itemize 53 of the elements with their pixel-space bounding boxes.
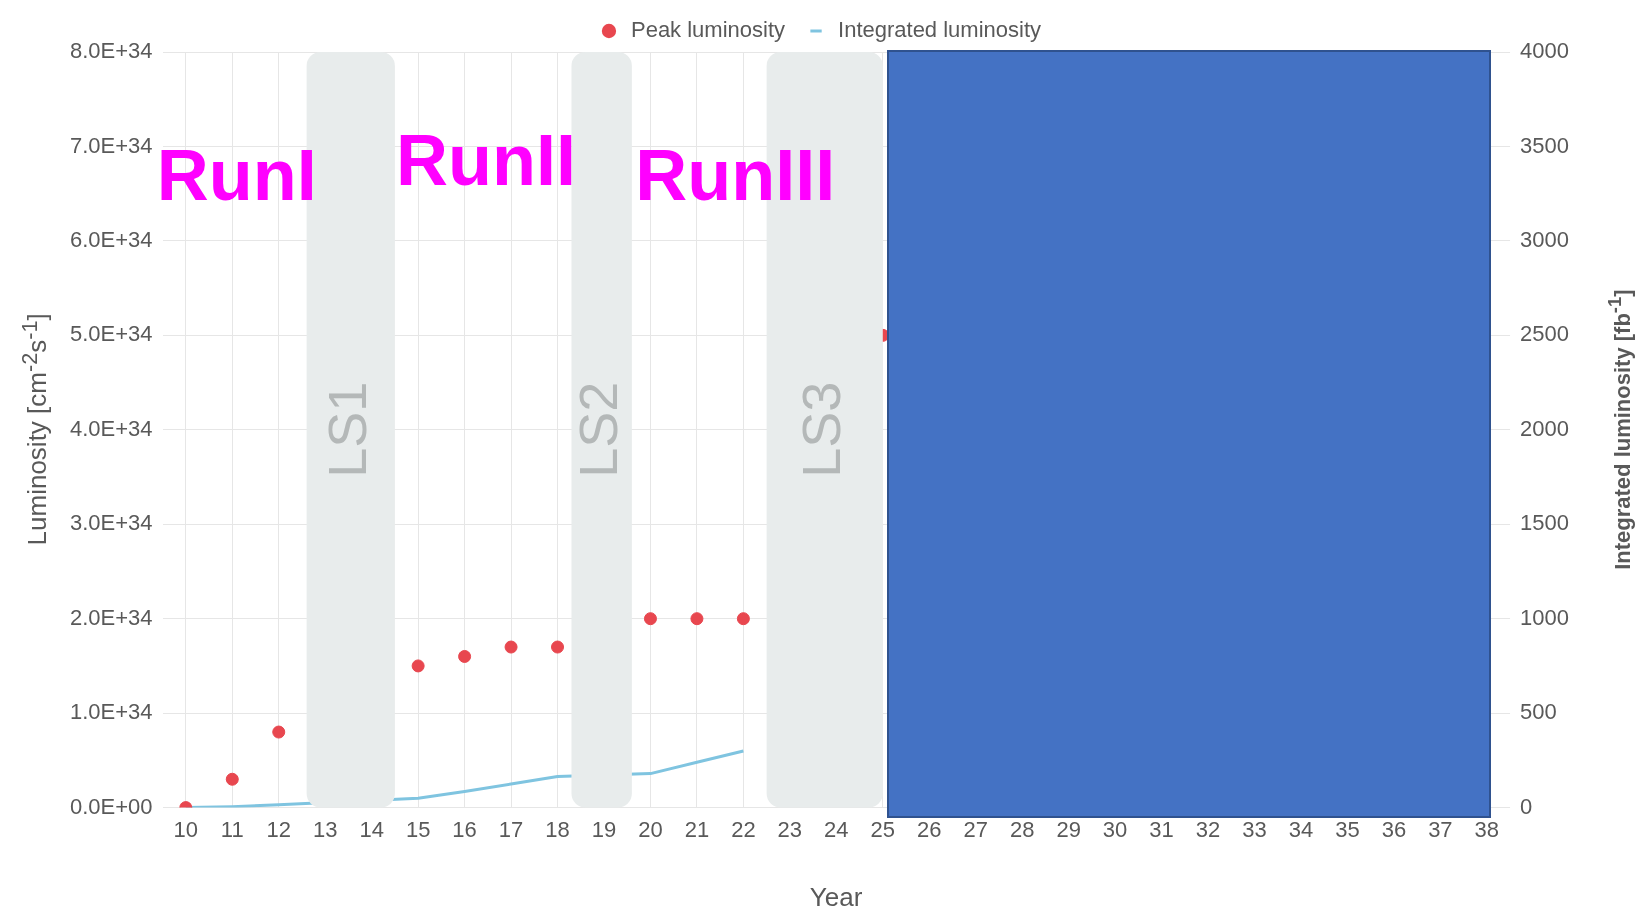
x-tick-label: 36	[1381, 816, 1407, 842]
x-tick-label: 38	[1474, 816, 1500, 842]
x-tick-label: 35	[1335, 816, 1360, 842]
y-tick-label: 8.0E+34	[70, 38, 153, 64]
legend-label: Integrated luminosity	[838, 17, 1042, 43]
annotation: RunIII	[635, 135, 836, 216]
y-tick-label: 4.0E+34	[70, 415, 153, 441]
y-tick-label: 5.0E+34	[70, 321, 153, 347]
y-tick-label: 2.0E+34	[70, 604, 153, 630]
legend-label: Peak luminosity	[630, 17, 786, 43]
x-tick-label: 23	[777, 816, 803, 842]
x-tick-label: 32	[1195, 816, 1221, 842]
y2-tick-label: 3500	[1520, 132, 1570, 158]
y2-tick-label: 2000	[1520, 415, 1570, 441]
x-axis-title: Year	[809, 882, 863, 914]
y-tick-label: 0.0E+00	[70, 793, 153, 819]
y2-tick-label: 2500	[1520, 321, 1570, 347]
x-tick-label: 14	[359, 816, 384, 842]
x-tick-label: 29	[1056, 816, 1081, 842]
x-tick-label: 15	[405, 816, 431, 842]
x-tick-label: 24	[824, 816, 849, 842]
y2-tick-label: 500	[1520, 699, 1557, 725]
x-tick-label: 11	[220, 816, 244, 842]
y2-tick-label: 3000	[1520, 226, 1570, 252]
y-tick-label: 7.0E+34	[70, 132, 153, 158]
x-tick-label: 12	[266, 816, 291, 842]
x-tick-label: 27	[963, 816, 988, 842]
x-tick-label: 16	[452, 816, 477, 842]
x-tick-label: 30	[1102, 816, 1128, 842]
x-tick-label: 17	[498, 816, 524, 842]
x-tick-label: 33	[1242, 816, 1267, 842]
y-tick-label: 3.0E+34	[70, 510, 153, 536]
x-tick-label: 21	[684, 816, 710, 842]
x-tick-label: 18	[545, 816, 570, 842]
annotation: RunII	[395, 120, 576, 201]
y2-tick-label: 1000	[1520, 604, 1570, 630]
x-tick-label: 22	[731, 816, 756, 842]
x-tick-label: 10	[173, 816, 199, 842]
y2-tick-label: 1500	[1520, 510, 1570, 536]
x-tick-label: 26	[917, 816, 942, 842]
y-tick-label: 6.0E+34	[70, 226, 153, 252]
y2-tick-label: 4000	[1520, 38, 1570, 64]
x-tick-label: 34	[1288, 816, 1314, 842]
x-tick-label: 19	[591, 816, 617, 842]
x-tick-label: 37	[1428, 816, 1453, 842]
annotation: RunI	[156, 135, 317, 216]
x-tick-label: 25	[870, 816, 896, 842]
x-tick-label: 31	[1149, 816, 1174, 842]
x-tick-label: 13	[312, 816, 338, 842]
x-tick-label: 20	[638, 816, 663, 842]
x-tick-label: 28	[1009, 816, 1035, 842]
y-tick-label: 1.0E+34	[70, 699, 153, 725]
y2-tick-label: 0	[1520, 793, 1533, 819]
